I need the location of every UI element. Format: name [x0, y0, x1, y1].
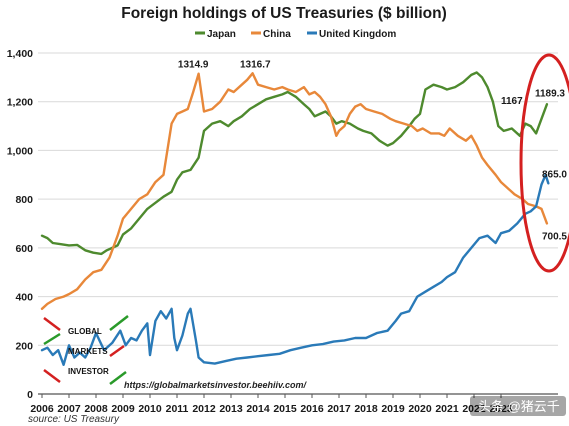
source-url: https://globalmarketsinvestor.beehiiv.co…	[124, 380, 308, 390]
chart-title: Foreign holdings of US Treasuries ($ bil…	[121, 5, 447, 22]
x-tick-label: 2015	[273, 403, 297, 415]
legend-label: Japan	[207, 29, 236, 40]
logo-arrow	[109, 315, 129, 331]
annotation-label: 1314.9	[178, 60, 209, 71]
logo-arrow	[43, 317, 61, 331]
x-tick-label: 2022	[462, 403, 486, 415]
y-axis-ticks: 0 200 400 600 800 1,000 1,200 1,400	[7, 48, 33, 401]
highlight-circle	[519, 53, 569, 273]
x-tick-label: 2009	[111, 403, 135, 415]
logo-arrow	[109, 371, 127, 385]
annotation-label: 1167	[501, 96, 523, 107]
series-line-united-kingdom	[40, 173, 550, 366]
x-tick-label: 2020	[408, 403, 432, 415]
y-tick-label: 200	[15, 340, 33, 352]
annotation-label: 700.5	[542, 231, 567, 242]
x-tick-label: 2023	[489, 403, 513, 415]
x-axis-ticks: 2006 2007 2008 2009 2010 2011 2012 2013 2014 2015…	[30, 394, 513, 415]
legend-label: China	[263, 29, 291, 40]
logo-arrow	[43, 332, 61, 346]
watermark-text: 头条 @猪云千	[478, 399, 560, 414]
logo-arrow	[109, 344, 125, 358]
logo-word: GLOBAL	[68, 327, 102, 336]
x-tick-label: 2012	[192, 403, 216, 415]
x-tick-label: 2017	[327, 403, 351, 415]
x-tick-label: 2018	[354, 403, 378, 415]
source-note: source: US Treasury	[28, 414, 120, 425]
y-tick-label: 1,200	[7, 97, 33, 109]
x-tick-label: 2008	[84, 403, 108, 415]
x-tick-label: 2011	[166, 403, 189, 415]
y-tick-label: 600	[15, 243, 33, 255]
annotation-label: 1189.3	[535, 88, 565, 99]
x-tick-label: 2013	[219, 403, 243, 415]
logo-word: INVESTOR	[68, 367, 109, 376]
y-tick-label: 400	[15, 292, 33, 304]
annotation-label: 1316.7	[240, 59, 271, 70]
x-tick-label: 2014	[246, 403, 270, 415]
y-tick-label: 800	[15, 194, 33, 206]
x-tick-label: 2016	[300, 403, 324, 415]
gridlines	[38, 52, 558, 395]
legend: Japan China United Kingdom	[195, 29, 396, 40]
watermark: 头条 @猪云千	[470, 396, 566, 416]
x-tick-label: 2021	[435, 403, 459, 415]
x-tick-label: 2019	[381, 403, 405, 415]
global-markets-investor-logo: GLOBAL MARKETS INVESTOR	[43, 315, 129, 385]
y-tick-label: 0	[27, 389, 33, 401]
logo-arrow	[43, 369, 61, 383]
value-annotations: 1314.9 1316.7 1167 1189.3 865.0 700.5	[178, 59, 568, 242]
series-line-japan	[40, 71, 549, 256]
series-line-china	[40, 72, 549, 310]
legend-label: United Kingdom	[319, 29, 396, 40]
logo-word: MARKETS	[68, 347, 108, 356]
x-tick-label: 2006	[30, 403, 54, 415]
y-tick-label: 1,000	[7, 145, 33, 157]
x-tick-label: 2007	[57, 403, 81, 415]
annotation-label: 865.0	[542, 169, 567, 180]
series-lines	[40, 71, 550, 366]
x-tick-label: 2010	[138, 403, 162, 415]
y-tick-label: 1,400	[7, 48, 33, 60]
